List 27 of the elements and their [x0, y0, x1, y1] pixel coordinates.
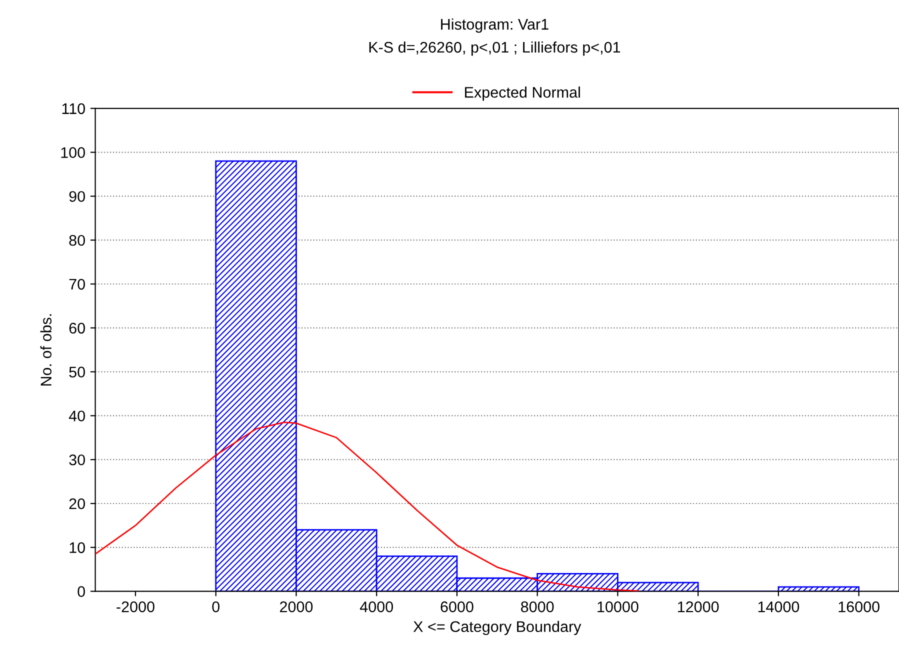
y-axis-title: No. of obs. [40, 314, 52, 386]
y-tick-label: 100 [61, 147, 85, 158]
y-tick-label: 90 [69, 191, 85, 202]
legend-label: Expected Normal [465, 86, 580, 101]
x-tick-label: 6000 [440, 601, 474, 612]
x-tick-label: 8000 [521, 601, 554, 612]
y-tick-label: 30 [69, 454, 85, 466]
y-tick-label: 60 [69, 322, 85, 334]
y-tick-label: 110 [62, 103, 85, 114]
y-tick-label: 20 [69, 498, 85, 510]
chart-subtitle: K-S d=,26260, p<,01 ; Lilliefors p<,01 [369, 41, 620, 56]
x-tick-label: 0 [212, 601, 220, 612]
x-tick-label: 2000 [280, 601, 313, 612]
y-tick-label: 10 [70, 542, 85, 554]
y-tick-label: 40 [68, 410, 85, 422]
x-tick-label: 14000 [758, 601, 800, 612]
x-axis-title: X <= Category Boundary [413, 620, 582, 636]
y-tick-label: 50 [69, 366, 85, 378]
x-tick-label: 16000 [838, 601, 880, 612]
y-tick-label: 0 [78, 586, 85, 597]
y-tick-label: 70 [69, 278, 85, 290]
y-tick-label: 80 [69, 234, 85, 246]
x-tick-label: -2000 [116, 601, 154, 612]
x-tick-label: 12000 [678, 601, 719, 612]
x-tick-label: 10000 [598, 601, 638, 612]
x-tick-label: 4000 [360, 601, 393, 612]
chart-title: Histogram: Var1 [441, 18, 548, 33]
